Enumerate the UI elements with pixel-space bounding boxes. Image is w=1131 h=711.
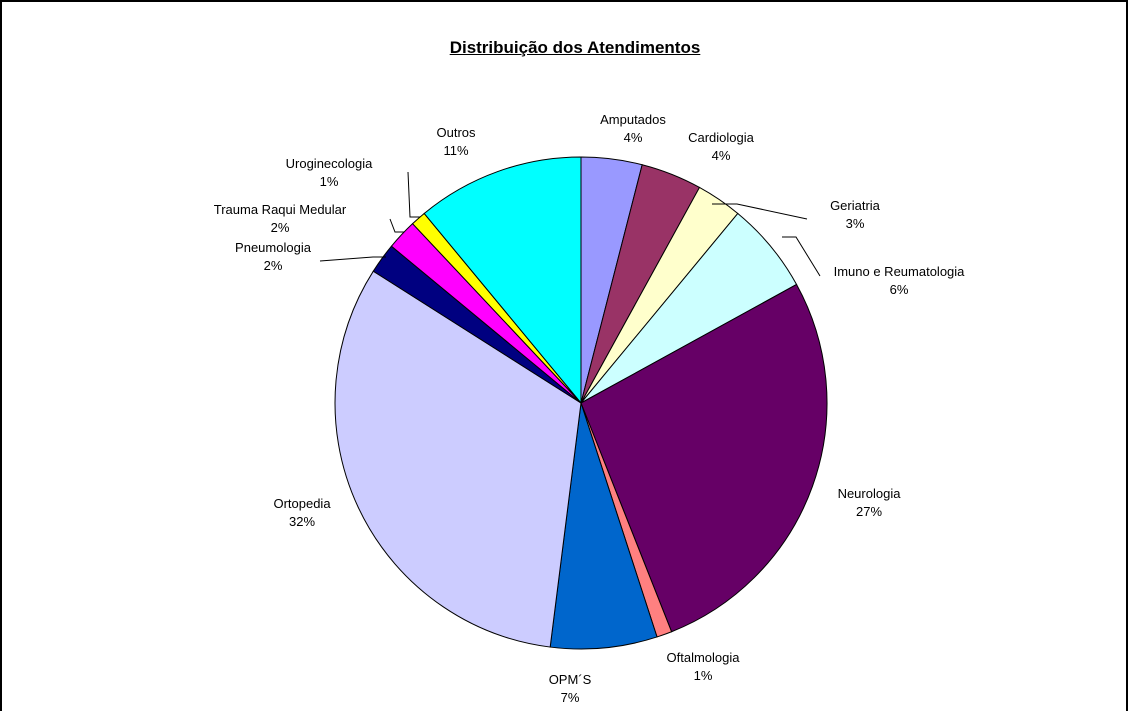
slice-value-label: 1% — [320, 174, 339, 189]
slice-label: Oftalmologia — [667, 650, 741, 665]
slice-value-label: 6% — [890, 282, 909, 297]
slice-label: Cardiologia — [688, 130, 755, 145]
slice-value-label: 27% — [856, 504, 882, 519]
slice-label: Uroginecologia — [286, 156, 373, 171]
pie-slice-neurologia — [580, 283, 828, 633]
slice-value-label: 32% — [289, 514, 315, 529]
leader-line — [319, 256, 386, 262]
slice-value-label: 1% — [694, 668, 713, 683]
leader-line — [407, 171, 420, 218]
slice-labels: Amputados 4% Cardiologia 4% Geriatria 3% Imuno… — [214, 112, 965, 705]
slice-value-label: 7% — [561, 690, 580, 705]
chart-title: Distribuição dos Atendimentos — [449, 38, 701, 57]
slice-value-label: 4% — [712, 148, 731, 163]
pie-slices — [334, 156, 828, 650]
slice-value-label: 4% — [624, 130, 643, 145]
leader-line — [782, 236, 821, 277]
slice-label: Amputados — [600, 112, 666, 127]
pie-slice-opm-s — [549, 402, 658, 650]
slice-label: OPM´S — [549, 672, 592, 687]
slice-value-label: 2% — [264, 258, 283, 273]
slice-label: Geriatria — [830, 198, 881, 213]
leader-lines — [319, 171, 821, 277]
pie-slice-outros — [423, 156, 582, 405]
slice-value-label: 3% — [846, 216, 865, 231]
slice-label: Imuno e Reumatologia — [834, 264, 966, 279]
slice-label: Outros — [436, 125, 476, 140]
slice-value-label: 11% — [443, 143, 468, 158]
slice-label: Neurologia — [838, 486, 902, 501]
slice-label: Ortopedia — [273, 496, 331, 511]
leader-line — [389, 218, 404, 233]
leader-line — [712, 203, 808, 220]
slice-label: Trauma Raqui Medular — [214, 202, 347, 217]
pie-slice-ortopedia — [334, 270, 582, 648]
slice-value-label: 2% — [271, 220, 290, 235]
slice-label: Pneumologia — [235, 240, 312, 255]
